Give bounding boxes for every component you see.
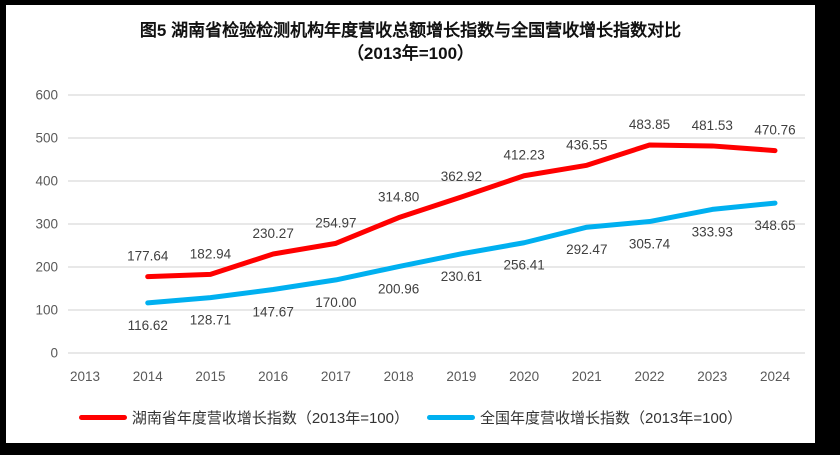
svg-text:254.97: 254.97 bbox=[315, 215, 356, 230]
svg-text:2021: 2021 bbox=[572, 369, 602, 384]
svg-text:2020: 2020 bbox=[509, 369, 539, 384]
red-line-swatch bbox=[78, 415, 127, 420]
svg-text:481.53: 481.53 bbox=[692, 118, 733, 133]
svg-text:470.76: 470.76 bbox=[754, 123, 795, 138]
chart-title: 图5 湖南省检验检测机构年度营收总额增长指数与全国营收增长指数对比 bbox=[139, 21, 682, 40]
svg-text:2024: 2024 bbox=[760, 369, 791, 384]
svg-text:177.64: 177.64 bbox=[127, 249, 169, 264]
svg-text:256.41: 256.41 bbox=[503, 258, 544, 273]
svg-text:2019: 2019 bbox=[446, 369, 476, 384]
series-line-0 bbox=[145, 142, 778, 280]
svg-text:292.47: 292.47 bbox=[566, 242, 607, 257]
svg-text:2017: 2017 bbox=[321, 369, 351, 384]
svg-text:2022: 2022 bbox=[635, 369, 665, 384]
svg-text:230.61: 230.61 bbox=[441, 269, 482, 284]
svg-text:348.65: 348.65 bbox=[754, 218, 795, 233]
legend-label-hunan: 湖南省年度营收增长指数（2013年=100） bbox=[131, 410, 409, 427]
svg-text:2013: 2013 bbox=[70, 369, 100, 384]
series-data-labels-1: 116.62 128.71 147.67 170.00 200.96 230.61 256.… bbox=[128, 218, 796, 333]
svg-text:300: 300 bbox=[35, 217, 58, 232]
y-axis-labels: 0 100 200 300 400 500 600 bbox=[35, 88, 58, 361]
chart-canvas: 0 100 200 300 400 500 600 2013 2014 2015 2016 2017 2… bbox=[6, 5, 815, 443]
svg-text:600: 600 bbox=[35, 88, 58, 103]
svg-text:147.67: 147.67 bbox=[253, 305, 294, 320]
legend-item-hunan: 湖南省年度营收增长指数（2013年=100） bbox=[78, 407, 409, 428]
svg-text:436.55: 436.55 bbox=[566, 137, 607, 152]
legend: 湖南省年度营收增长指数（2013年=100） 全国年度营收增长指数（2013年=… bbox=[6, 407, 815, 428]
legend-item-national: 全国年度营收增长指数（2013年=100） bbox=[427, 407, 742, 428]
svg-text:362.92: 362.92 bbox=[441, 169, 482, 184]
svg-text:116.62: 116.62 bbox=[128, 318, 168, 333]
svg-text:412.23: 412.23 bbox=[503, 148, 544, 163]
svg-text:230.27: 230.27 bbox=[253, 226, 294, 241]
svg-text:128.71: 128.71 bbox=[190, 313, 231, 328]
svg-text:200.96: 200.96 bbox=[378, 282, 419, 297]
svg-text:2014: 2014 bbox=[133, 369, 164, 384]
legend-label-national: 全国年度营收增长指数（2013年=100） bbox=[480, 410, 743, 427]
svg-text:333.93: 333.93 bbox=[692, 224, 733, 239]
chart-subtitle: （2013年=100） bbox=[346, 44, 475, 63]
svg-text:305.74: 305.74 bbox=[629, 237, 671, 252]
svg-text:170.00: 170.00 bbox=[315, 295, 356, 310]
svg-text:2016: 2016 bbox=[258, 369, 288, 384]
svg-text:182.94: 182.94 bbox=[190, 246, 232, 261]
svg-text:200: 200 bbox=[35, 260, 58, 275]
svg-text:500: 500 bbox=[35, 131, 58, 146]
svg-text:0: 0 bbox=[50, 346, 58, 361]
series-line-1 bbox=[145, 200, 778, 306]
gridlines bbox=[68, 94, 805, 354]
svg-text:400: 400 bbox=[35, 174, 58, 189]
x-axis-labels: 2013 2014 2015 2016 2017 2018 2019 2020 2021 2022… bbox=[70, 369, 791, 384]
svg-text:100: 100 bbox=[35, 303, 58, 318]
svg-text:2015: 2015 bbox=[195, 369, 225, 384]
svg-text:314.80: 314.80 bbox=[378, 190, 419, 205]
blue-line-swatch bbox=[427, 415, 475, 420]
svg-text:2023: 2023 bbox=[697, 369, 727, 384]
series-data-labels-0: 177.64 182.94 230.27 254.97 314.80 362.92 412.… bbox=[127, 117, 796, 264]
chart-title-block: 图5 湖南省检验检测机构年度营收总额增长指数与全国营收增长指数对比 （2013年… bbox=[6, 19, 815, 65]
svg-text:483.85: 483.85 bbox=[629, 117, 670, 132]
svg-text:2018: 2018 bbox=[384, 369, 414, 384]
